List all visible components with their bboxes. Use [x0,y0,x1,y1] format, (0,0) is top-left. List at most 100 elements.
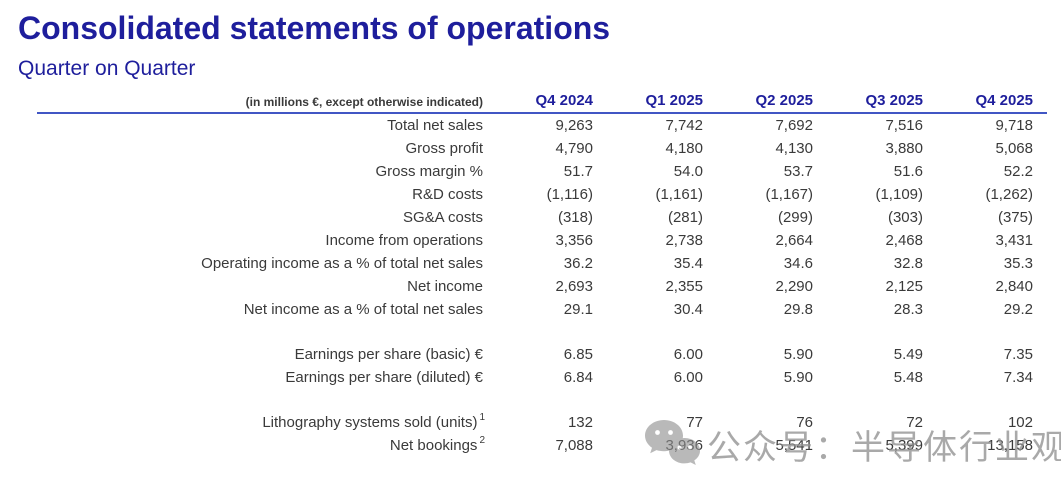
footnote-ref: 1 [479,412,485,423]
cell-value: 35.3 [1003,255,1033,272]
table-row: Net income 2,693 2,355 2,290 2,125 2,840 [37,275,1047,298]
cell-value: 4,790 [555,140,593,157]
cell-value: 132 [567,414,593,431]
row-label-text: Net income [407,278,483,295]
row-label: Gross margin % [37,160,483,183]
cell-value: 76 [796,414,813,431]
cell-value: 4,180 [665,140,703,157]
row-label: Lithography systems sold (units) 1 [37,411,485,434]
table-row: Net income as a % of total net sales 29.1… [37,298,1047,321]
cell-value: (281) [667,209,703,226]
row-label: Gross profit [37,137,483,160]
cell-value: 30.4 [673,301,703,318]
table-row: Total net sales 9,263 7,742 7,692 7,516 9,718 [37,113,1047,137]
row-label-text: SG&A costs [402,209,483,226]
cell-value: 6.00 [673,369,703,386]
cell-value: 2,290 [775,278,813,295]
column-header: Q4 2025 [975,92,1033,109]
table-row: SG&A costs (318) (281) (299) (303) (375) [37,206,1047,229]
row-label-text: Lithography systems sold (units) [262,414,478,431]
row-label-text: Net bookings [389,437,478,454]
cell-value: 3,936 [665,437,703,454]
cell-value: 77 [686,414,703,431]
cell-value: 6.85 [563,346,593,363]
row-label: SG&A costs [37,206,483,229]
cell-value: 5.90 [783,346,813,363]
cell-value: (1,116) [546,186,593,203]
table-row: Lithography systems sold (units) 1 132 77 76… [37,411,1047,434]
row-label: Earnings per share (diluted) € [37,366,483,389]
row-label-text: Earnings per share (basic) € [294,346,483,363]
cell-value: (1,109) [875,186,923,203]
cell-value: 7,742 [665,117,703,134]
cell-value: (303) [887,209,923,226]
cell-value: 2,840 [995,278,1033,295]
cell-value: 9,263 [555,117,593,134]
cell-value: 3,431 [995,232,1033,249]
table-header-row: (in millions €, except otherwise indicat… [37,92,1047,113]
cell-value: 54.0 [673,163,703,180]
row-label: Earnings per share (basic) € [37,343,483,366]
table-row: Gross margin % 51.7 54.0 53.7 51.6 52.2 [37,160,1047,183]
column-header: Q4 2024 [535,92,593,109]
cell-value: (1,161) [655,186,703,203]
cell-value: 4,130 [775,140,813,157]
cell-value: 7.34 [1003,369,1033,386]
row-label: Net bookings 2 [37,434,485,457]
cell-value: 5.49 [893,346,923,363]
section-spacer [37,389,1047,411]
row-label-text: Operating income as a % of total net sal… [201,255,483,272]
cell-value: 35.4 [673,255,703,272]
row-label: R&D costs [37,183,483,206]
cell-value: (318) [557,209,593,226]
cell-value: 7,088 [555,437,593,454]
cell-value: 3,880 [885,140,923,157]
cell-value: 2,125 [885,278,923,295]
cell-value: 6.84 [563,369,593,386]
footnote-ref: 2 [479,435,485,446]
row-label-text: R&D costs [412,186,483,203]
cell-value: 2,355 [665,278,703,295]
table-row: Earnings per share (basic) € 6.85 6.00 5.90… [37,343,1047,366]
cell-value: (299) [777,209,813,226]
cell-value: 51.6 [893,163,923,180]
cell-value: 36.2 [563,255,593,272]
page-title: Consolidated statements of operations [18,10,611,46]
column-header: Q2 2025 [755,92,813,109]
cell-value: 7,516 [885,117,923,134]
row-label-text: Net income as a % of total net sales [243,301,483,318]
cell-value: (1,167) [765,186,813,203]
column-header: Q3 2025 [865,92,923,109]
row-label-text: Gross profit [405,140,483,157]
cell-value: 102 [1007,414,1033,431]
cell-value: 2,664 [775,232,813,249]
cell-value: 2,693 [555,278,593,295]
cell-value: 32.8 [893,255,923,272]
cell-value: 5,399 [885,437,923,454]
page-subtitle: Quarter on Quarter [18,57,196,80]
table-row: Income from operations 3,356 2,738 2,664 2,4… [37,229,1047,252]
cell-value: 5,068 [995,140,1033,157]
cell-value: 2,468 [885,232,923,249]
cell-value: 5,541 [775,437,813,454]
row-label: Net income [37,275,483,298]
table-row: Gross profit 4,790 4,180 4,130 3,880 5,068 [37,137,1047,160]
table-row: R&D costs (1,116) (1,161) (1,167) (1,109) (1,… [37,183,1047,206]
cell-value: 5.48 [893,369,923,386]
cell-value: 29.8 [783,301,813,318]
cell-value: 6.00 [673,346,703,363]
row-label-text: Gross margin % [375,163,483,180]
column-header: Q1 2025 [645,92,703,109]
table-body: Total net sales 9,263 7,742 7,692 7,516 9,718… [37,113,1047,457]
cell-value: 72 [906,414,923,431]
operations-table: (in millions €, except otherwise indicat… [37,92,1047,457]
cell-value: 52.2 [1003,163,1033,180]
table-row: Earnings per share (diluted) € 6.84 6.00 5.… [37,366,1047,389]
cell-value: 7,692 [775,117,813,134]
cell-value: 13,158 [987,437,1033,454]
table-row: Net bookings 2 7,088 3,936 5,541 5,399 13,158 [37,434,1047,457]
cell-value: 9,718 [995,117,1033,134]
row-label-text: Total net sales [387,117,483,134]
row-label-text: Earnings per share (diluted) € [285,369,483,386]
row-label: Income from operations [37,229,483,252]
